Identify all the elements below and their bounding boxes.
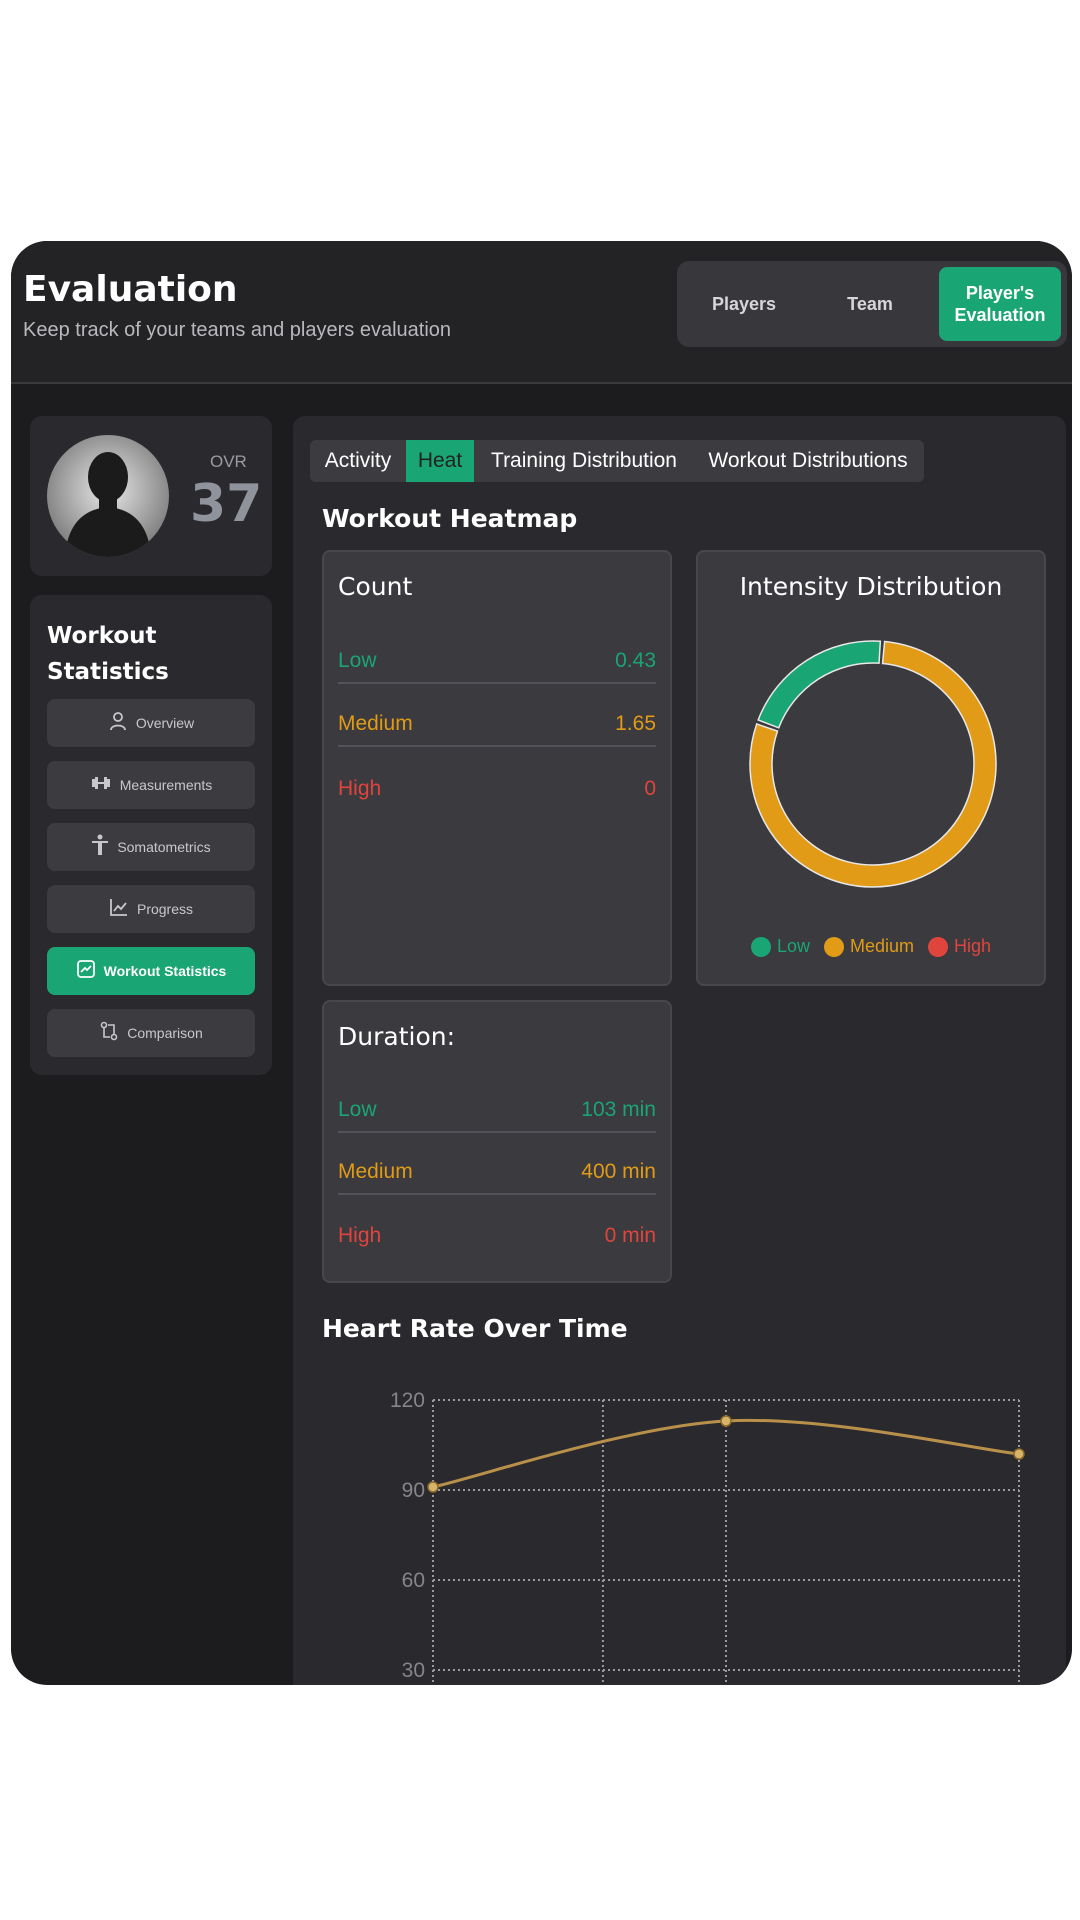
legend-dot-medium — [823, 936, 844, 957]
donut-slice-medium[interactable] — [749, 640, 997, 888]
tab-training-distribution[interactable]: Training Distribution — [491, 449, 677, 472]
row-value: 103 min — [581, 1098, 656, 1121]
tab-activity[interactable]: Activity — [324, 449, 392, 472]
count-row-high: High 0 — [338, 767, 656, 811]
compare-icon — [99, 1021, 119, 1046]
tab-heat[interactable]: Heat — [406, 440, 474, 482]
menu-item-workout-statistics[interactable]: Workout Statistics — [47, 947, 255, 995]
segment-players-evaluation[interactable]: Player's Evaluation — [939, 267, 1061, 341]
y-tick-label: 120 — [390, 1389, 425, 1412]
ovr-value: 37 — [190, 474, 263, 534]
segment-players[interactable]: Players — [711, 293, 777, 314]
legend-label-high: High — [954, 936, 992, 956]
donut-slice-low[interactable] — [757, 640, 882, 729]
ovr-label: OVR — [210, 452, 247, 471]
page-title: Evaluation — [23, 269, 238, 310]
legend-label-low: Low — [776, 936, 810, 956]
menu-item-comparison[interactable]: Comparison — [47, 1009, 255, 1057]
heart-rate-point[interactable] — [720, 1415, 732, 1427]
row-value: 0.43 — [615, 649, 656, 672]
row-label: Low — [338, 1098, 377, 1121]
tab-workout-distributions[interactable]: Workout Distributions — [708, 449, 908, 472]
main-panel: Activity Heat Training Distribution Work… — [293, 416, 1066, 1685]
row-value: 400 min — [581, 1160, 656, 1183]
row-label: Low — [338, 649, 377, 672]
user-icon — [108, 711, 128, 736]
legend-dot-high — [928, 936, 949, 957]
intensity-title: Intensity Distribution — [739, 572, 1003, 601]
player-silhouette-icon — [65, 452, 151, 557]
row-label: Medium — [338, 712, 413, 735]
legend-dot-low — [750, 936, 771, 957]
legend-item-medium[interactable]: Medium — [823, 936, 915, 957]
intensity-card: Intensity Distribution Low Medium High — [696, 550, 1046, 986]
row-value: 1.65 — [615, 712, 656, 735]
avatar[interactable] — [47, 435, 169, 557]
dumbbell-icon — [90, 775, 112, 796]
heart-rate-point[interactable] — [427, 1481, 439, 1493]
menu-item-label: Somatometrics — [117, 839, 211, 855]
heart-rate-title: Heart Rate Over Time — [322, 1314, 628, 1343]
menu-item-progress[interactable]: Progress — [47, 885, 255, 933]
intensity-donut-chart — [749, 640, 997, 888]
segment-team[interactable]: Team — [847, 293, 893, 314]
row-value: 0 — [644, 777, 656, 800]
duration-title: Duration: — [338, 1022, 456, 1051]
line-chart-icon — [109, 897, 129, 922]
count-card: Count Low 0.43 Medium 1.65 High 0 — [322, 550, 672, 986]
row-value: 0 min — [604, 1224, 656, 1247]
row-label: High — [338, 1224, 382, 1247]
legend-item-low[interactable]: Low — [750, 936, 810, 957]
menu-item-label: Overview — [135, 715, 195, 731]
menu-item-label: Measurements — [119, 777, 213, 793]
y-tick-label: 60 — [402, 1569, 425, 1592]
menu-item-somatometrics[interactable]: Somatometrics — [47, 823, 255, 871]
row-label: Medium — [338, 1160, 413, 1183]
menu-item-label: Comparison — [127, 1025, 203, 1041]
y-tick-label: 90 — [402, 1479, 425, 1502]
row-label: High — [338, 777, 382, 800]
intensity-legend: Low Medium High — [698, 936, 1044, 957]
menu-item-label: Progress — [136, 901, 194, 917]
count-title: Count — [338, 572, 413, 601]
duration-row-high: High 0 min — [338, 1214, 656, 1258]
view-switcher: Players Team Player's Evaluation — [677, 261, 1067, 347]
menu-title: Workout Statistics — [47, 623, 169, 685]
legend-item-high[interactable]: High — [928, 936, 991, 957]
page-subtitle: Keep track of your teams and players eva… — [23, 319, 452, 341]
menu-item-overview[interactable]: Overview — [47, 699, 255, 747]
heatmap-title: Workout Heatmap — [322, 504, 578, 533]
tab-bar: Activity Heat Training Distribution Work… — [310, 440, 924, 482]
duration-row-low: Low 103 min — [338, 1089, 656, 1133]
legend-label-medium: Medium — [849, 936, 915, 956]
count-row-medium: Medium 1.65 — [338, 703, 656, 747]
y-tick-label: 30 — [402, 1659, 425, 1682]
device-frame: Evaluation Keep track of your teams and … — [11, 241, 1072, 1685]
workout-statistics-menu: Workout Statistics Overview Measurements… — [30, 595, 272, 1075]
menu-item-label: Workout Statistics — [103, 963, 227, 979]
count-row-low: Low 0.43 — [338, 640, 656, 684]
stats-icon — [76, 959, 96, 984]
duration-row-medium: Medium 400 min — [338, 1151, 656, 1195]
menu-item-measurements[interactable]: Measurements — [47, 761, 255, 809]
duration-card: Duration: Low 103 min Medium 400 min Hig… — [322, 1000, 672, 1283]
top-bar: Evaluation Keep track of your teams and … — [11, 241, 1072, 384]
heart-rate-line-chart: 30 60 90 120 — [390, 1389, 1025, 1685]
profile-card: OVR 37 — [30, 416, 272, 576]
heart-rate-point[interactable] — [1013, 1448, 1025, 1460]
body-icon — [91, 834, 109, 861]
